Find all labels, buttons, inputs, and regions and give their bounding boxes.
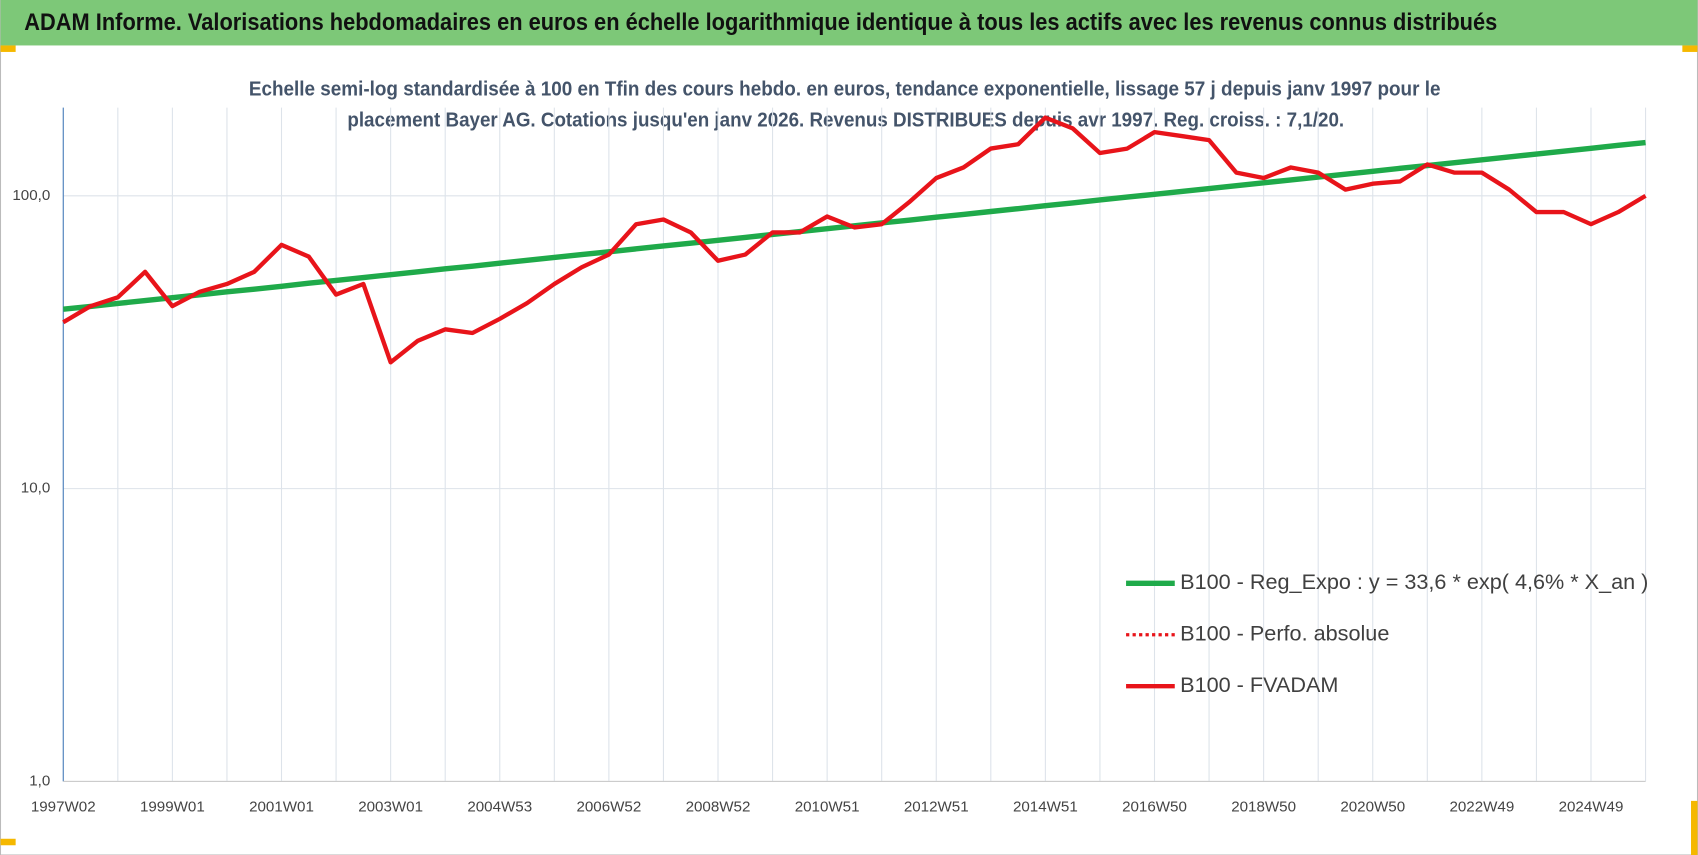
data-line: [62, 115, 1647, 365]
x-tick-label: 2003W01: [358, 798, 423, 815]
y-tick-label: 10,0: [21, 480, 50, 497]
x-tick-label: 2024W49: [1559, 798, 1624, 815]
x-tick-label: 2016W50: [1122, 798, 1187, 815]
x-tick-label: 2012W51: [904, 798, 969, 815]
x-tick-label: 2004W53: [467, 798, 532, 815]
x-tick-label: 2010W51: [795, 798, 860, 815]
legend-label: B100 - Perfo. absolue: [1180, 620, 1389, 645]
x-tick-label: 2018W50: [1231, 798, 1296, 815]
chart-title: ADAM Informe. Valorisations hebdomadaire…: [24, 9, 1497, 36]
x-tick-label: 2006W52: [576, 798, 641, 815]
legend-label: B100 - FVADAM: [1180, 672, 1338, 697]
x-tick-label: 2014W51: [1013, 798, 1078, 815]
corner: [0, 45, 16, 52]
x-tick-label: 1997W02: [31, 798, 96, 815]
corner: [0, 838, 16, 846]
chart-subtitle: Echelle semi-log standardisée à 100 en T…: [249, 77, 1441, 100]
x-tick-label: 2020W50: [1340, 798, 1405, 815]
corner: [1691, 800, 1698, 855]
corner: [1682, 45, 1698, 52]
chart-subtitle: placement Bayer AG. Cotations jusqu'en j…: [347, 109, 1344, 132]
x-tick-label: 1999W01: [140, 798, 205, 815]
y-tick-label: 1,0: [29, 772, 50, 789]
header-band: [0, 0, 1698, 46]
legend-label: B100 - Reg_Expo : y = 33,6 * exp( 4,6% *…: [1180, 569, 1648, 594]
x-tick-label: 2008W52: [686, 798, 751, 815]
y-tick-label: 100,0: [12, 187, 50, 204]
x-tick-label: 2001W01: [249, 798, 314, 815]
x-tick-label: 2022W49: [1449, 798, 1514, 815]
